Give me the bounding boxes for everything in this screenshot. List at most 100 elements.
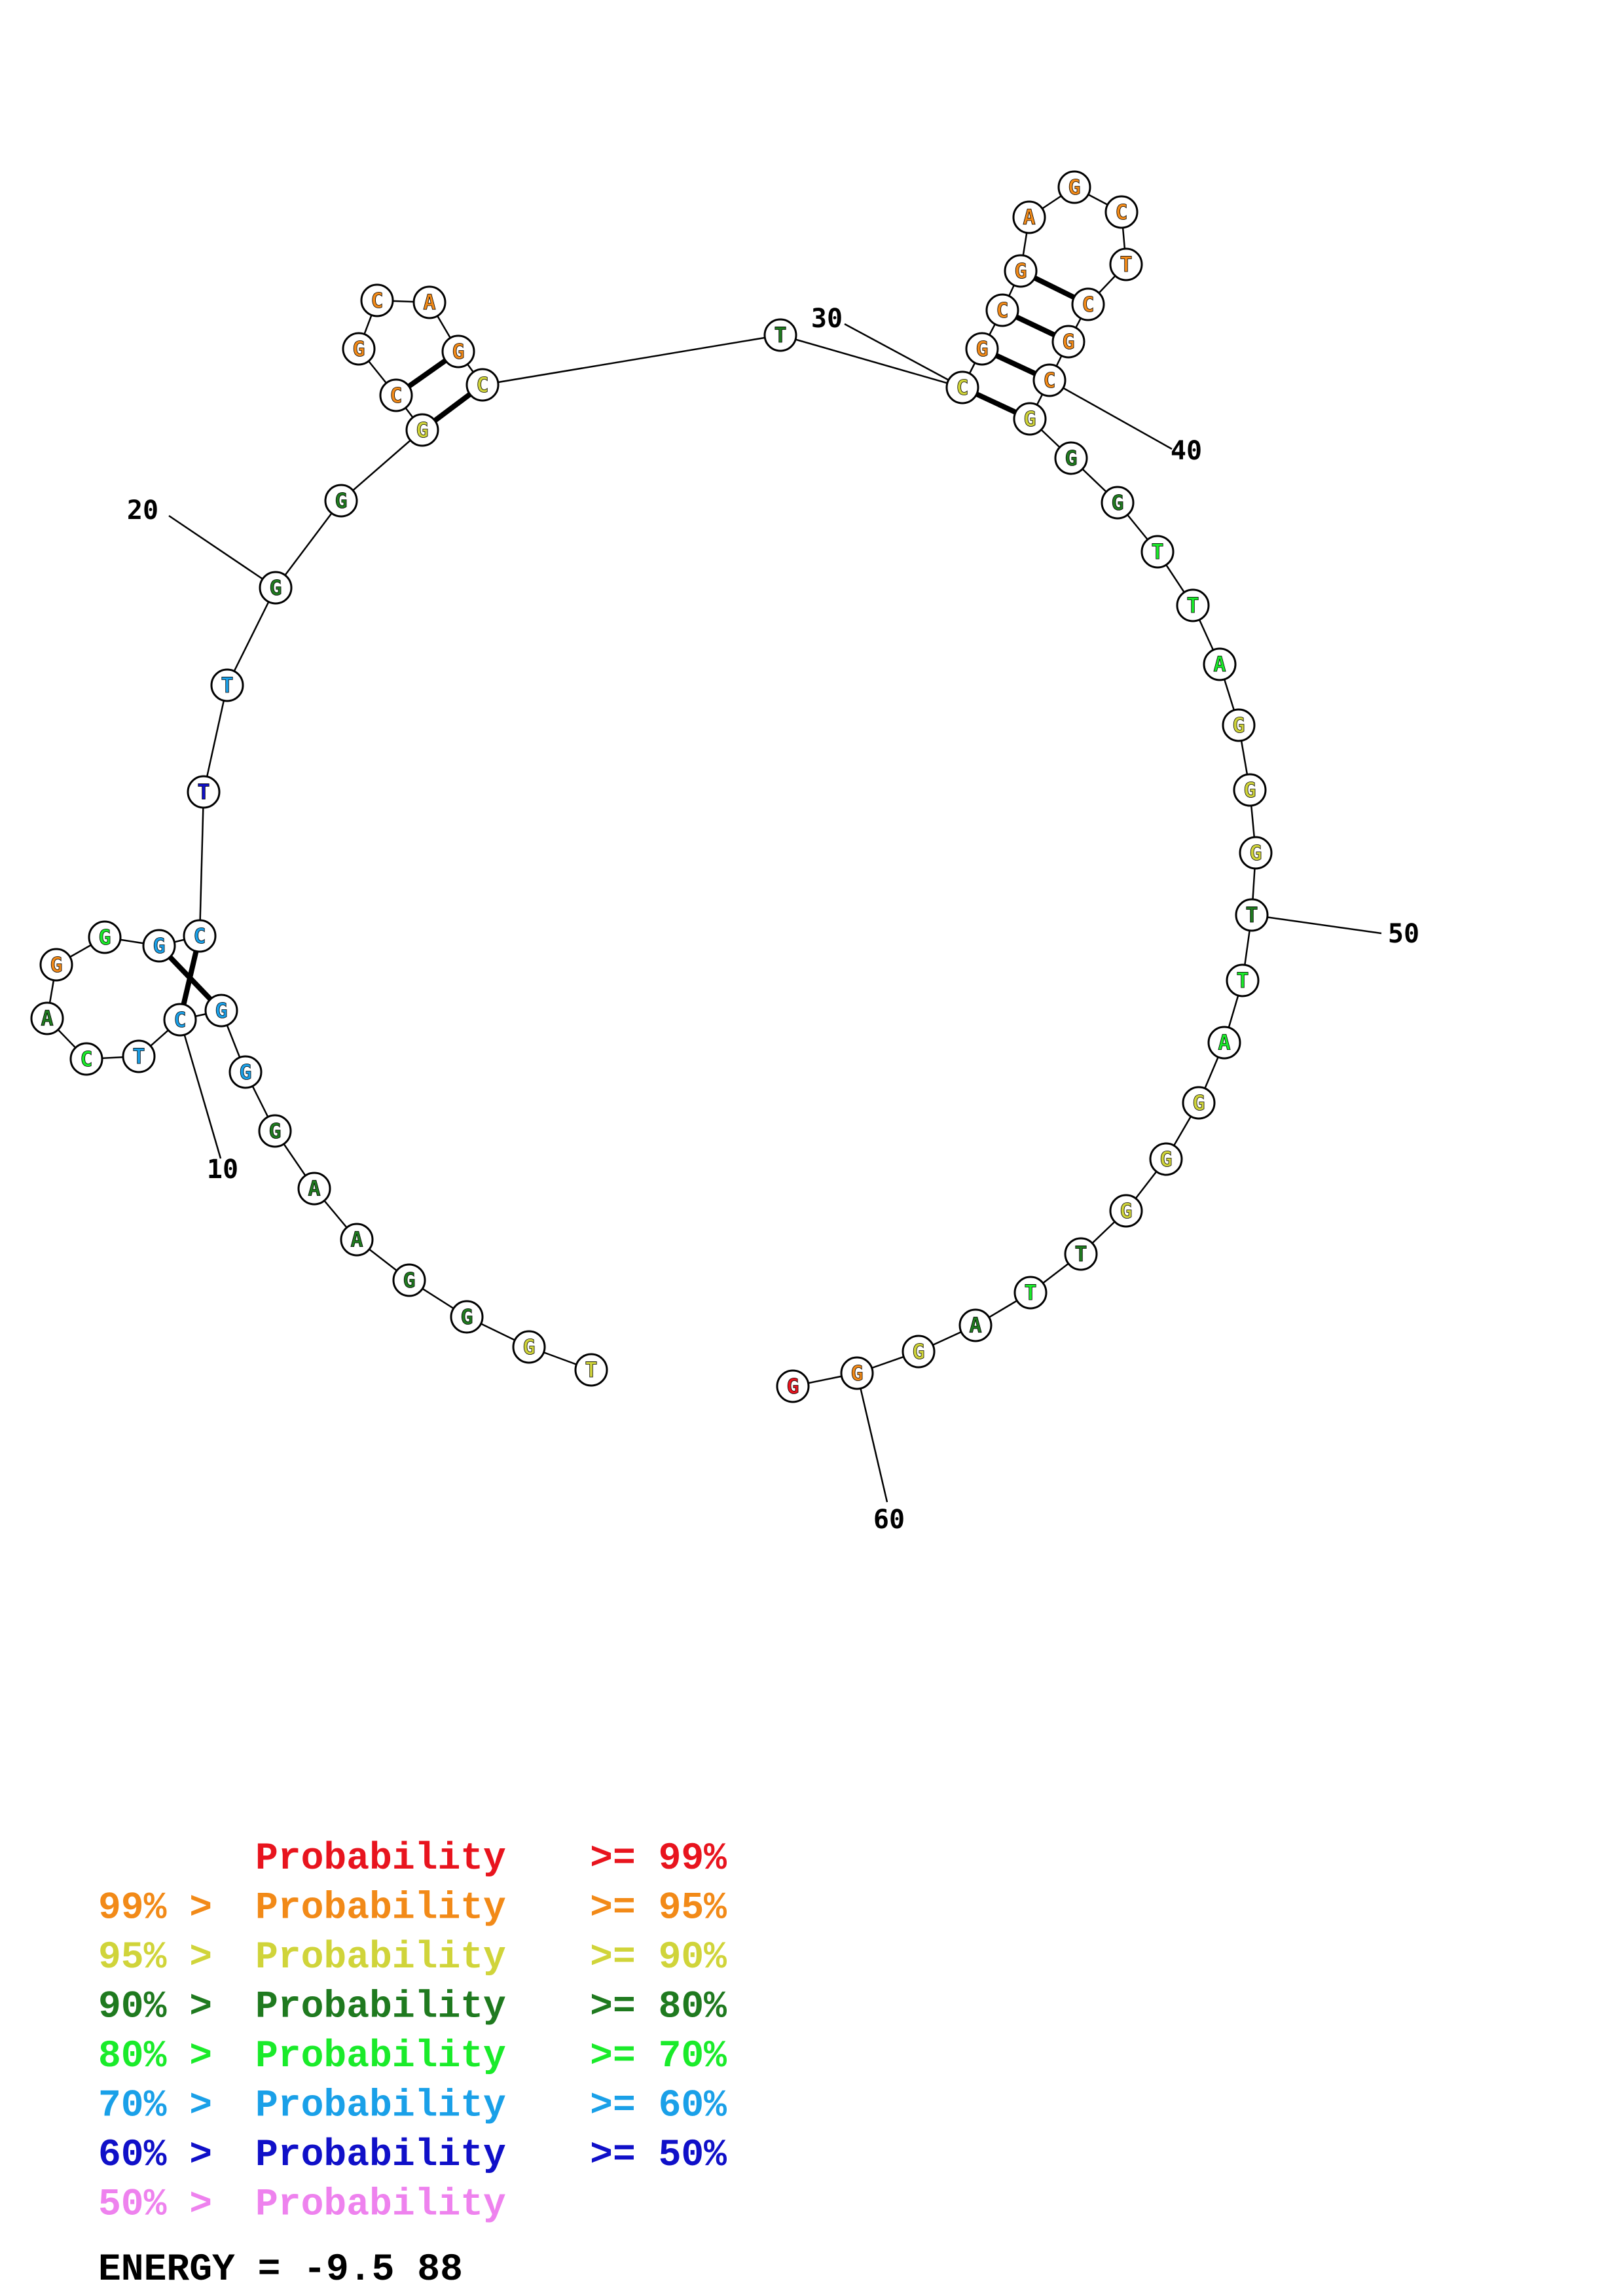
nucleotide-base: A	[1023, 205, 1035, 230]
nucleotide: G	[450, 1300, 484, 1334]
nucleotide: A	[340, 1223, 374, 1257]
nucleotide: T	[1226, 963, 1260, 997]
nucleotide-base: G	[1065, 446, 1077, 471]
nucleotide: G	[142, 929, 176, 963]
nucleotide-base: T	[1024, 1280, 1036, 1305]
legend-prefix: 80% >	[98, 2036, 212, 2078]
nucleotide: G	[228, 1055, 263, 1089]
legend-label: Probability	[255, 1838, 506, 1880]
nucleotide: G	[965, 332, 999, 366]
nucleotide: T	[122, 1039, 156, 1073]
nucleotide-base: G	[268, 1119, 281, 1143]
nucleotide: C	[69, 1042, 103, 1076]
nucleotide: C	[945, 370, 979, 404]
nucleotide-base: G	[1068, 175, 1080, 200]
nucleotide: G	[902, 1335, 936, 1369]
legend-threshold: >= 90%	[590, 1937, 727, 1979]
legend-prefix: 95% >	[98, 1937, 212, 1979]
legend-threshold: >= 70%	[590, 2036, 727, 2078]
nucleotide-base: T	[1120, 252, 1132, 277]
nucleotide: A	[1207, 1026, 1241, 1060]
nucleotide: T	[210, 668, 244, 702]
energy-label: ENERGY = -9.5 88	[98, 2249, 463, 2291]
nucleotide-base: T	[774, 323, 786, 348]
nucleotide: G	[840, 1356, 874, 1390]
legend-row: 80% > Probability >= 70%	[98, 2036, 727, 2078]
nucleotide: C	[183, 919, 217, 953]
nucleotide: A	[412, 285, 447, 319]
nucleotide-base: G	[1120, 1198, 1132, 1223]
nucleotide-base: C	[476, 372, 488, 397]
tick-line	[168, 514, 276, 589]
position-ticks: 10 20 30 40 50 60	[127, 304, 1419, 1535]
nucleotide-base: G	[215, 998, 227, 1023]
backbone-segment	[780, 334, 963, 389]
nucleotide: G	[1004, 254, 1038, 288]
nucleotide: C	[379, 378, 413, 412]
nucleotide: G	[1013, 402, 1047, 436]
legend-row: 60% > Probability >= 50%	[98, 2134, 727, 2177]
nucleotide-base: T	[1245, 903, 1258, 927]
nucleotide-base: G	[1159, 1147, 1172, 1172]
nucleotide-base: G	[153, 933, 165, 958]
legend-threshold: >= 50%	[590, 2134, 727, 2177]
legend-label: Probability	[255, 2184, 506, 2227]
nucleotide: G	[324, 484, 358, 518]
backbone-segment	[198, 791, 205, 937]
nucleotide-base: G	[50, 952, 62, 977]
backbone-segment	[482, 334, 781, 386]
nucleotide: T	[187, 775, 221, 809]
nucleotide: G	[1101, 486, 1135, 520]
legend-prefix: 90% >	[98, 1986, 212, 2029]
nucleotide: G	[1222, 708, 1256, 742]
nucleotide-base: G	[1023, 406, 1036, 431]
legend-label: Probability	[255, 1937, 506, 1979]
nucleotide: G	[88, 920, 122, 954]
legend-prefix: 50% >	[98, 2184, 212, 2227]
legend-row: Probability >= 99%	[255, 1838, 727, 1880]
nucleotide: A	[30, 1001, 64, 1035]
legend-threshold: >= 80%	[590, 1986, 727, 2029]
nucleotide-base: T	[585, 1357, 597, 1382]
nucleotide: T	[763, 318, 797, 352]
nucleotide: G	[1149, 1142, 1183, 1176]
tick-line	[844, 323, 963, 389]
nucleotide: T	[1013, 1276, 1048, 1310]
nucleotide-base: G	[912, 1339, 924, 1364]
backbone-segment	[275, 500, 342, 588]
nucleotide: T	[1235, 898, 1269, 932]
nucleotide: C	[360, 283, 394, 317]
legend-row: 99% > Probability >= 95%	[98, 1888, 727, 1930]
nucleotide-base: G	[98, 925, 111, 950]
legend-threshold: >= 60%	[590, 2085, 727, 2128]
tick-line	[856, 1372, 888, 1503]
legend-label: Probability	[255, 1888, 506, 1930]
nucleotide: G	[1239, 836, 1273, 870]
nucleotide: C	[1104, 195, 1139, 229]
nucleotide: G	[441, 334, 475, 368]
nucleotide: T	[1176, 588, 1210, 622]
nucleotide-base: A	[423, 290, 435, 315]
nucleotide-base: A	[308, 1176, 320, 1201]
nucleotide: A	[958, 1308, 993, 1342]
legend-label: Probability	[255, 1986, 506, 2029]
nucleotide: A	[1012, 200, 1046, 234]
nucleotide: G	[342, 332, 376, 366]
nucleotide: G	[1054, 441, 1088, 475]
legend-threshold: >= 99%	[590, 1838, 727, 1880]
tick-line	[1251, 914, 1382, 935]
nucleotide-base: T	[221, 673, 233, 698]
nucleotide: T	[1140, 535, 1175, 569]
nucleotide: G	[512, 1330, 546, 1364]
nucleotide: G	[405, 413, 439, 447]
nucleotide-base: G	[269, 575, 282, 600]
nucleotide-base: T	[197, 780, 210, 804]
nucleotide-base: G	[403, 1268, 415, 1293]
nucleotide-base: G	[850, 1361, 863, 1386]
nucleotide-base: G	[352, 336, 365, 361]
backbone-segment	[226, 587, 277, 686]
probability-legend: Probability >= 99% 99% > Probability >= 95% 9…	[98, 1838, 727, 2227]
nucleotide-base: C	[1043, 368, 1055, 393]
legend-row: 95% > Probability >= 90%	[98, 1937, 727, 1979]
